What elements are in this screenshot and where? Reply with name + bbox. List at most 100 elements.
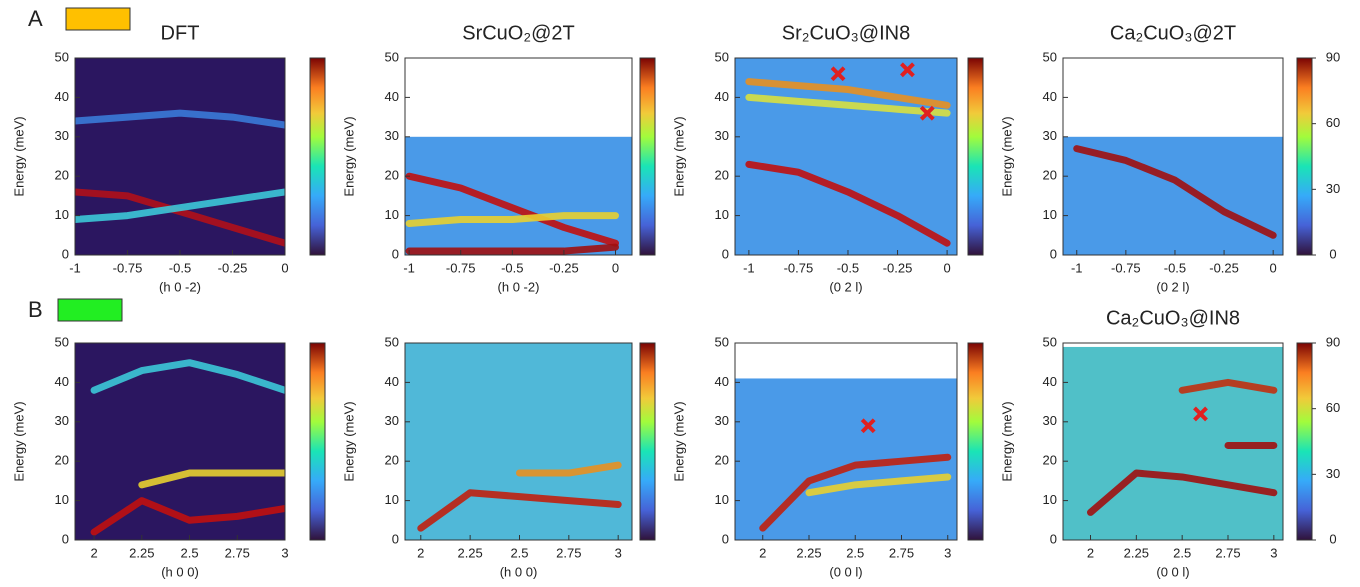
dispersion-branch bbox=[745, 93, 951, 117]
y-tick-label: 10 bbox=[1043, 207, 1057, 222]
y-axis-label: Energy (meV) bbox=[671, 401, 686, 481]
plot-frame bbox=[734, 57, 958, 256]
x-axis-label: (h 0 -2) bbox=[159, 279, 201, 294]
x-tick-label: 0 bbox=[612, 260, 619, 275]
y-tick-label: 10 bbox=[715, 207, 729, 222]
panel: 0 10 20 30 40 50 2 2.25 2.5 2.75 3 (0 0 l) Energy (m… bbox=[999, 307, 1340, 579]
x-tick-label: -1 bbox=[403, 260, 415, 275]
dispersion-branch bbox=[1073, 145, 1277, 239]
dispersion-branch bbox=[75, 109, 285, 129]
plot-area bbox=[417, 461, 622, 532]
colorbar-tick-label: 0 bbox=[1329, 246, 1336, 261]
colorbar bbox=[1296, 342, 1313, 541]
y-tick-label: 20 bbox=[385, 453, 399, 468]
y-tick-label: 0 bbox=[392, 531, 399, 546]
y-tick-label: 40 bbox=[715, 374, 729, 389]
plot-frame bbox=[734, 342, 958, 541]
y-tick-label: 30 bbox=[55, 128, 69, 143]
x-axis-label: (0 0 l) bbox=[829, 564, 862, 579]
plot-frame bbox=[1062, 342, 1284, 541]
colorbar-tick-label: 90 bbox=[1326, 334, 1340, 349]
y-tick-label: 30 bbox=[1043, 128, 1057, 143]
y-tick-label: 40 bbox=[385, 89, 399, 104]
x-tick-label: -0.75 bbox=[113, 260, 143, 275]
panel-title: Ca₂CuO₃@2T bbox=[1110, 22, 1236, 44]
y-tick-label: 40 bbox=[1043, 374, 1057, 389]
x-tick-label: -0.75 bbox=[446, 260, 476, 275]
y-axis-label: Energy (meV) bbox=[999, 116, 1014, 196]
panel-title: Ca₂CuO₃@IN8 bbox=[1106, 307, 1240, 329]
y-tick-label: 0 bbox=[1050, 246, 1057, 261]
colorbar bbox=[639, 342, 656, 541]
y-tick-label: 50 bbox=[715, 334, 729, 349]
x-tick-label: 2 bbox=[417, 545, 424, 560]
panel: 0 10 20 30 40 50 2 2.25 2.5 2.75 3 (h 0 0) Energy (m… bbox=[11, 334, 326, 579]
x-tick-label: -1 bbox=[743, 260, 755, 275]
x-axis-label: (h 0 -2) bbox=[498, 279, 540, 294]
x-tick-label: 2 bbox=[1087, 545, 1094, 560]
x-axis-label: (0 0 l) bbox=[1156, 564, 1189, 579]
plot-frame bbox=[74, 342, 286, 541]
y-tick-label: 10 bbox=[385, 492, 399, 507]
x-tick-label: -0.5 bbox=[837, 260, 859, 275]
dispersion-branch bbox=[75, 188, 285, 224]
x-tick-label: -0.25 bbox=[218, 260, 248, 275]
y-tick-label: 40 bbox=[55, 89, 69, 104]
y-axis-label: Energy (meV) bbox=[341, 401, 356, 481]
dispersion-branch bbox=[405, 172, 619, 247]
colorbar-tick-label: 60 bbox=[1326, 115, 1340, 130]
y-tick-label: 0 bbox=[722, 531, 729, 546]
y-tick-label: 40 bbox=[1043, 89, 1057, 104]
dispersion-branch bbox=[90, 359, 285, 394]
x-tick-label: 0 bbox=[943, 260, 950, 275]
plot-area bbox=[90, 359, 285, 536]
y-tick-label: 30 bbox=[715, 413, 729, 428]
x-tick-label: -1 bbox=[1071, 260, 1083, 275]
x-tick-label: -1 bbox=[69, 260, 81, 275]
colorbar bbox=[309, 57, 326, 256]
dispersion-branch bbox=[805, 473, 952, 497]
x-axis-label: (0 2 l) bbox=[1156, 279, 1189, 294]
y-axis-label: Energy (meV) bbox=[341, 116, 356, 196]
y-tick-label: 50 bbox=[1043, 49, 1057, 64]
x-tick-label: 2.5 bbox=[846, 545, 864, 560]
x-tick-label: 2.5 bbox=[1173, 545, 1191, 560]
y-axis-label: Energy (meV) bbox=[11, 401, 26, 481]
y-tick-label: 0 bbox=[1050, 531, 1057, 546]
y-tick-label: 50 bbox=[385, 49, 399, 64]
dispersion-branch bbox=[138, 469, 285, 489]
x-tick-label: 2.5 bbox=[510, 545, 528, 560]
y-tick-label: 50 bbox=[385, 334, 399, 349]
x-tick-label: 3 bbox=[615, 545, 622, 560]
y-tick-label: 20 bbox=[715, 453, 729, 468]
y-tick-label: 30 bbox=[1043, 413, 1057, 428]
dispersion-branch bbox=[90, 497, 285, 536]
panel-title: Sr₂CuO₃@IN8 bbox=[782, 22, 910, 44]
y-tick-label: 10 bbox=[1043, 492, 1057, 507]
x-tick-label: 2.75 bbox=[1215, 545, 1240, 560]
colorbar-tick-label: 60 bbox=[1326, 400, 1340, 415]
plot-frame bbox=[404, 57, 633, 256]
x-tick-label: 2.25 bbox=[129, 545, 154, 560]
y-tick-label: 10 bbox=[715, 492, 729, 507]
y-tick-label: 20 bbox=[55, 453, 69, 468]
y-tick-label: 40 bbox=[715, 89, 729, 104]
y-tick-label: 30 bbox=[385, 128, 399, 143]
y-tick-label: 0 bbox=[722, 246, 729, 261]
y-axis-label: Energy (meV) bbox=[11, 116, 26, 196]
y-tick-label: 50 bbox=[715, 49, 729, 64]
x-tick-label: 2 bbox=[90, 545, 97, 560]
y-tick-label: 10 bbox=[55, 207, 69, 222]
plot-area bbox=[759, 453, 952, 532]
panel: 0 10 20 30 40 50 -1 -0.75 -0.5 -0.25 0 (h 0 -2) Ener… bbox=[11, 22, 326, 294]
dispersion-branch bbox=[1178, 378, 1278, 394]
x-tick-label: 2.75 bbox=[889, 545, 914, 560]
plot-frame bbox=[404, 342, 633, 541]
panel: 0 10 20 30 40 50 -1 -0.75 -0.5 -0.25 0 (h 0 -2) Ener… bbox=[341, 22, 656, 294]
y-tick-label: 0 bbox=[392, 246, 399, 261]
colorbar bbox=[967, 342, 984, 541]
y-tick-label: 0 bbox=[62, 531, 69, 546]
x-tick-label: 2.25 bbox=[1124, 545, 1149, 560]
dispersion-branch bbox=[75, 188, 285, 247]
